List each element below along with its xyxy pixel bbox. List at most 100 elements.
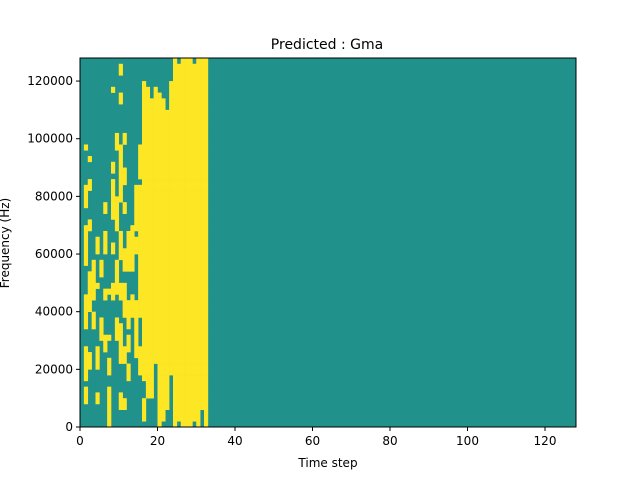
heatmap-cell-high	[153, 207, 158, 214]
heatmap-cell-high	[192, 300, 197, 307]
heatmap-cell-high	[192, 357, 197, 364]
heatmap-cell-high	[184, 236, 189, 243]
heatmap-cell-high	[126, 317, 131, 324]
heatmap-cell-high	[134, 213, 139, 220]
heatmap-cell-high	[87, 363, 92, 370]
heatmap-cell-high	[192, 156, 197, 163]
heatmap-cell-high	[153, 288, 158, 295]
heatmap-cell-high	[145, 311, 151, 318]
heatmap-cell-high	[188, 277, 193, 284]
heatmap-cell-high	[180, 58, 185, 65]
heatmap-cell-high	[200, 340, 205, 347]
heatmap-cell-high	[118, 167, 123, 174]
heatmap-cell-high	[173, 230, 178, 238]
heatmap-cell-high	[169, 202, 174, 209]
heatmap-cell-high	[165, 179, 170, 186]
heatmap-cell-high	[153, 328, 158, 336]
heatmap-cell-high	[180, 294, 185, 301]
x-tick-label: 40	[227, 434, 242, 448]
heatmap-cell-high	[200, 115, 205, 122]
heatmap-cell-high	[180, 92, 185, 99]
heatmap-cell-high	[188, 144, 193, 151]
heatmap-cell-high	[161, 202, 166, 209]
heatmap-cell-high	[180, 254, 185, 261]
heatmap-cell-high	[196, 323, 201, 330]
heatmap-cell-high	[204, 81, 209, 88]
heatmap-cell-high	[188, 363, 193, 370]
heatmap-cell-high	[157, 311, 162, 318]
heatmap-cell-high	[157, 219, 162, 226]
heatmap-cell-high	[204, 190, 209, 197]
heatmap-cell-high	[118, 156, 123, 163]
heatmap-cell-high	[153, 311, 158, 318]
heatmap-cell-high	[87, 300, 92, 307]
heatmap-cell-high	[165, 138, 170, 145]
heatmap-cell-high	[184, 179, 189, 186]
heatmap-cell-high	[149, 277, 154, 284]
heatmap-cell-high	[188, 352, 193, 359]
heatmap-cell-high	[145, 294, 151, 301]
heatmap-cell-high	[157, 346, 162, 353]
heatmap-cell-high	[165, 352, 170, 359]
heatmap-cell-high	[169, 179, 174, 186]
heatmap-cell-high	[83, 357, 89, 364]
heatmap-cell-high	[122, 288, 127, 295]
heatmap-cell-high	[192, 346, 197, 353]
heatmap-cell-high	[176, 86, 182, 93]
heatmap-cell-high	[192, 398, 197, 405]
heatmap-cell-high	[161, 398, 166, 405]
heatmap-cell-high	[114, 213, 120, 220]
heatmap-cell-high	[188, 259, 193, 266]
heatmap-cell-high	[157, 386, 162, 393]
heatmap-cell-high	[153, 127, 158, 134]
heatmap-cell-high	[149, 202, 154, 209]
heatmap-cell-high	[161, 317, 166, 324]
heatmap-cell-high	[188, 271, 193, 278]
heatmap-cell-high	[200, 109, 205, 116]
heatmap-cell-high	[111, 202, 116, 209]
heatmap-cell-high	[169, 115, 174, 122]
heatmap-cell-high	[204, 375, 209, 382]
heatmap-cell-high	[173, 323, 178, 330]
heatmap-cell-high	[196, 317, 201, 324]
heatmap-cell-high	[173, 144, 178, 151]
heatmap-cell-high	[126, 305, 131, 312]
heatmap-cell-high	[188, 242, 193, 249]
heatmap-cell-high	[149, 98, 154, 105]
heatmap-cell-high	[149, 392, 154, 399]
heatmap-cell-high	[184, 311, 189, 318]
heatmap-cell-high	[184, 352, 189, 359]
heatmap-cell-high	[180, 363, 185, 370]
x-tick-label: 0	[76, 434, 84, 448]
heatmap-cell-high	[196, 81, 201, 88]
heatmap-cell-high	[161, 207, 166, 214]
heatmap-cell-high	[180, 300, 185, 307]
heatmap-cell-high	[188, 265, 193, 272]
heatmap-cell-high	[95, 346, 100, 353]
heatmap-cell-high	[169, 104, 174, 111]
heatmap-cell-high	[149, 236, 154, 243]
heatmap-cell-high	[107, 369, 112, 376]
heatmap-cell-high	[142, 202, 147, 209]
heatmap-cell-high	[157, 190, 162, 197]
heatmap-cell-high	[176, 207, 182, 214]
heatmap-cell-high	[134, 207, 139, 214]
heatmap-cell-high	[142, 346, 147, 353]
heatmap-cell-high	[169, 219, 174, 226]
heatmap-cell-high	[184, 150, 189, 157]
heatmap-cell-high	[153, 254, 158, 261]
heatmap-cell-high	[204, 92, 209, 99]
heatmap-cell-high	[169, 225, 174, 232]
heatmap-cell-high	[118, 334, 123, 341]
heatmap-cell-high	[173, 265, 178, 272]
heatmap-cell-high	[180, 357, 185, 364]
heatmap-cell-high	[176, 81, 182, 88]
heatmap-cell-high	[176, 75, 182, 82]
heatmap-cell-high	[173, 190, 178, 197]
heatmap-cell-high	[176, 305, 182, 312]
heatmap-cell-high	[200, 86, 205, 93]
heatmap-cell-high	[180, 86, 185, 93]
heatmap-cell-high	[161, 409, 166, 416]
heatmap-cell-high	[122, 132, 127, 140]
heatmap-cell-high	[103, 248, 108, 255]
